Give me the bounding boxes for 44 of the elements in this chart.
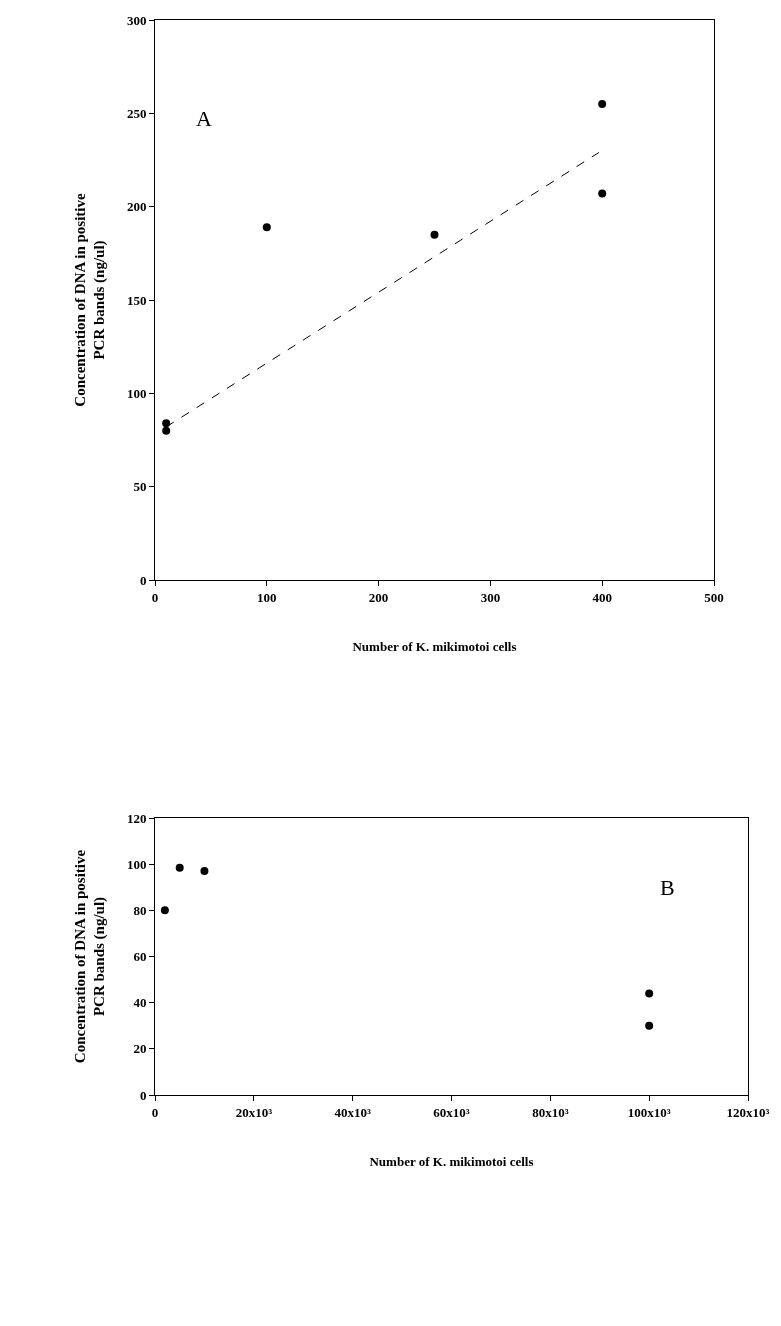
point bbox=[598, 189, 607, 198]
x-tick-label: 0 bbox=[151, 589, 159, 605]
y-tick-label: 200 bbox=[126, 199, 147, 215]
y-tick-label: 250 bbox=[126, 105, 147, 121]
y-tick-label: 0 bbox=[139, 572, 147, 588]
y-tick-label: 300 bbox=[126, 12, 147, 28]
point bbox=[160, 906, 169, 915]
x-axis-title: Number of K. mikimotoi cells bbox=[369, 1154, 534, 1170]
y-axis-title: Concentration of DNA in positive PCR bands (ng/ul) bbox=[71, 193, 109, 407]
x-tick-label: 300 bbox=[480, 589, 501, 605]
point bbox=[598, 100, 607, 108]
y-tick-label: 0 bbox=[139, 1087, 147, 1103]
point bbox=[162, 426, 171, 435]
x-tick-label: 40x10³ bbox=[334, 1104, 371, 1120]
x-tick-label: 0 bbox=[151, 1104, 159, 1120]
point bbox=[645, 989, 654, 998]
x-tick-label: 400 bbox=[592, 589, 612, 605]
point bbox=[200, 867, 209, 876]
y-tick-label: 100 bbox=[126, 856, 147, 872]
y-tick-label: 150 bbox=[126, 292, 147, 308]
y-tick-label: 50 bbox=[133, 479, 147, 495]
y-tick-label: 80 bbox=[133, 902, 147, 918]
y-tick-label: 120 bbox=[126, 810, 147, 826]
point bbox=[262, 223, 271, 232]
x-axis-title: Number of K. mikimotoi cells bbox=[352, 639, 517, 655]
x-tick-label: 80x10³ bbox=[532, 1104, 569, 1120]
y-tick-label: 60 bbox=[133, 949, 147, 965]
point bbox=[430, 230, 439, 239]
y-tick-label: 20 bbox=[133, 1041, 147, 1057]
x-tick-label: 100x10³ bbox=[627, 1104, 671, 1120]
point bbox=[175, 863, 184, 872]
x-tick-label: 20x10³ bbox=[235, 1104, 273, 1120]
x-tick-label: 100 bbox=[257, 589, 277, 605]
x-tick-label: 60x10³ bbox=[433, 1104, 470, 1120]
y-axis-title: Concentration of DNA in positive PCR bands (ng/ul) bbox=[71, 849, 109, 1064]
y-tick-label: 40 bbox=[133, 995, 147, 1011]
x-tick-label: 200 bbox=[368, 589, 389, 605]
x-tick-label: 120x10³ bbox=[726, 1104, 770, 1120]
annotation: B bbox=[660, 875, 675, 900]
x-tick-label: 500 bbox=[704, 589, 724, 605]
annotation: A bbox=[196, 106, 212, 131]
point bbox=[162, 419, 171, 428]
point bbox=[645, 1021, 654, 1030]
y-tick-label: 100 bbox=[126, 385, 147, 401]
